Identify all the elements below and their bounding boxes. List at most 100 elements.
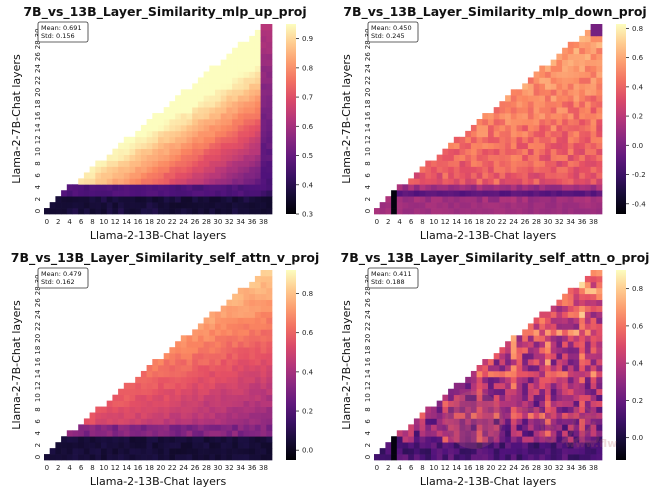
heatmap-cell xyxy=(545,136,552,144)
heatmap-cell xyxy=(89,412,96,419)
heatmap-cell xyxy=(163,370,170,378)
heatmap-cell xyxy=(596,442,603,449)
heatmap-cell xyxy=(266,154,273,161)
heatmap-cell xyxy=(436,436,443,443)
heatmap-cell xyxy=(539,323,546,330)
heatmap-cell xyxy=(146,124,153,132)
heatmap-cell xyxy=(158,436,165,443)
heatmap-cell xyxy=(249,329,256,336)
heatmap-cell xyxy=(527,424,534,431)
heatmap-cell xyxy=(215,394,222,401)
heatmap-cell xyxy=(431,442,438,449)
heatmap-cell xyxy=(533,454,540,461)
heatmap-cell xyxy=(186,388,193,396)
heatmap-cell xyxy=(539,370,546,378)
heatmap-cell xyxy=(215,196,222,203)
heatmap-cell xyxy=(152,365,159,372)
heatmap-cell xyxy=(493,359,500,366)
heatmap-cell xyxy=(510,119,517,126)
heatmap-cell xyxy=(106,400,113,407)
heatmap-cell xyxy=(192,142,199,150)
heatmap-cell xyxy=(516,353,523,360)
heatmap-cell xyxy=(192,418,199,425)
heatmap-cell xyxy=(545,323,552,330)
x-tick-label: 18 xyxy=(145,464,154,472)
heatmap-cell xyxy=(220,394,227,401)
heatmap-cell xyxy=(493,448,500,455)
heatmap-cell xyxy=(209,323,216,330)
heatmap-cell xyxy=(254,71,261,78)
heatmap-cell xyxy=(562,184,569,191)
x-tick-label: 26 xyxy=(191,464,200,472)
heatmap-cell xyxy=(118,406,125,413)
heatmap-cell xyxy=(78,436,85,443)
heatmap-cell xyxy=(527,400,534,407)
heatmap-cell xyxy=(106,178,113,185)
heatmap-cell xyxy=(129,142,136,150)
heatmap-cell xyxy=(254,53,261,60)
heatmap-cell xyxy=(243,412,250,419)
heatmap-cell xyxy=(152,400,159,407)
heatmap-cell xyxy=(118,190,125,197)
heatmap-cell xyxy=(465,382,472,390)
heatmap-cell xyxy=(243,424,250,431)
heatmap-cell xyxy=(237,142,244,150)
heatmap-cell xyxy=(459,136,466,144)
heatmap-cell xyxy=(408,424,415,431)
heatmap-cell xyxy=(192,172,199,179)
heatmap-cell xyxy=(505,388,512,396)
heatmap-cell xyxy=(545,113,552,120)
heatmap-cell xyxy=(448,142,455,150)
heatmap-cell xyxy=(123,178,130,185)
heatmap-cell xyxy=(527,388,534,396)
heatmap-cell xyxy=(402,436,409,443)
heatmap-cell xyxy=(448,424,455,431)
heatmap-cell xyxy=(488,454,495,461)
heatmap-cell xyxy=(266,113,273,120)
heatmap-cell xyxy=(254,166,261,173)
heatmap-cell xyxy=(123,412,130,419)
heatmap-cell xyxy=(413,436,420,443)
heatmap-cell xyxy=(226,436,233,443)
heatmap-cell xyxy=(533,436,540,443)
heatmap-cell xyxy=(243,329,250,336)
colorbar-tick-label: 0.6 xyxy=(632,54,644,62)
heatmap-cell xyxy=(596,89,603,96)
heatmap-cell xyxy=(527,442,534,449)
heatmap-cell xyxy=(573,341,580,348)
y-tick-label: 18 xyxy=(364,346,372,355)
heatmap-cell xyxy=(556,142,563,150)
heatmap-cell xyxy=(584,202,591,209)
heatmap-cell xyxy=(545,311,552,318)
heatmap-cell xyxy=(226,400,233,407)
heatmap-cell xyxy=(567,454,574,461)
heatmap-cell xyxy=(567,208,574,215)
heatmap-cell xyxy=(169,148,176,155)
heatmap-cell xyxy=(266,359,273,366)
heatmap-cell xyxy=(220,365,227,372)
heatmap-cell xyxy=(488,418,495,425)
heatmap-cell xyxy=(203,136,210,144)
heatmap-cell xyxy=(83,436,90,443)
heatmap-cell xyxy=(470,436,477,443)
heatmap-cell xyxy=(573,347,580,354)
heatmap-cell xyxy=(152,370,159,378)
heatmap-cell xyxy=(596,388,603,396)
heatmap-cell xyxy=(226,454,233,461)
y-tick-label: 16 xyxy=(364,111,372,120)
heatmap-cell xyxy=(260,430,267,437)
heatmap-cell xyxy=(232,142,239,150)
x-tick-label: 20 xyxy=(486,464,495,472)
heatmap-cell xyxy=(425,196,432,203)
heatmap-cell xyxy=(215,424,222,431)
x-tick-label: 4 xyxy=(67,218,72,226)
x-tick-label: 30 xyxy=(213,464,222,472)
heatmap-cell xyxy=(175,208,182,215)
heatmap-cell xyxy=(220,89,227,96)
heatmap-cell xyxy=(493,418,500,425)
heatmap-cell xyxy=(197,382,204,390)
heatmap-cell xyxy=(203,95,210,102)
heatmap-cell xyxy=(232,83,239,90)
heatmap-cell xyxy=(590,436,597,443)
heatmap-cell xyxy=(516,454,523,461)
